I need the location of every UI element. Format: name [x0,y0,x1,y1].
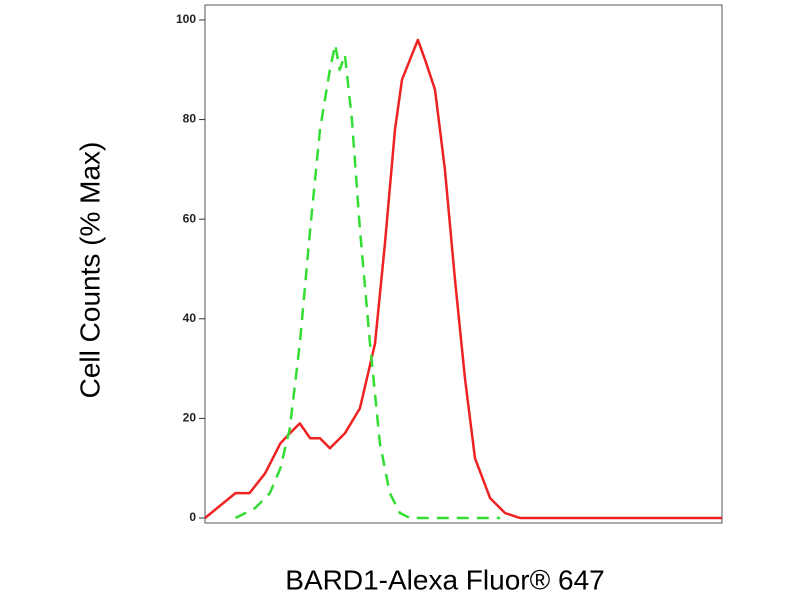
y-tick-label: 40 [183,311,197,325]
x-axis-title: BARD1-Alexa Fluor® 647 [285,564,604,595]
y-tick-label: 20 [183,411,197,425]
y-tick-label: 100 [176,12,196,26]
y-tick-label: 80 [183,112,197,126]
plot-frame [204,4,723,524]
series-line [234,43,501,520]
y-axis-title: Cell Counts (% Max) [74,142,105,399]
y-tick-label: 60 [183,211,197,225]
y-tick-label: 0 [189,510,196,524]
series-line [204,38,722,520]
